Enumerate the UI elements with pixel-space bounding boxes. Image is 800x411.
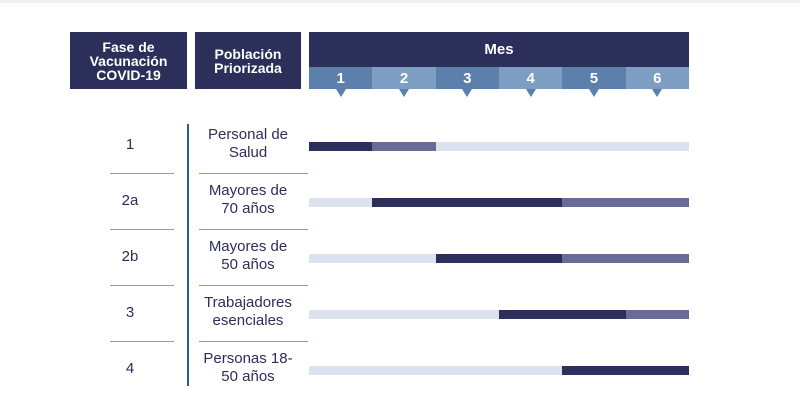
timeline-bar-continuing <box>562 198 689 207</box>
population-column-header: Población Priorizada <box>195 32 301 89</box>
top-strip <box>0 0 800 3</box>
row-separator <box>199 173 308 174</box>
row-separator <box>110 285 174 286</box>
month-pointer-icon <box>588 89 599 97</box>
month-tick-label: 4 <box>498 67 563 97</box>
month-tick-label: 3 <box>435 67 499 97</box>
timeline-track <box>309 254 689 263</box>
phase-column-header: Fase de Vacunación COVID-19 <box>70 32 187 89</box>
timeline-bar-active <box>309 142 373 151</box>
timeline-track <box>309 198 689 207</box>
population-label: Mayores de 50 años <box>208 238 288 273</box>
population-label: Personal de Salud <box>207 126 289 161</box>
phase-label: 2a <box>121 192 139 209</box>
population-label: Mayores de 70 años <box>208 182 288 217</box>
month-tick-text: 6 <box>653 69 662 87</box>
timeline-bar-active <box>499 310 626 319</box>
row-separator <box>110 173 174 174</box>
phase-label: 1 <box>125 136 135 153</box>
timeline-bar-active <box>562 366 689 375</box>
month-pointer-icon <box>652 89 663 97</box>
timeline-bar-continuing <box>372 142 436 151</box>
month-tick-text: 1 <box>336 69 345 87</box>
month-tick-text: 4 <box>526 69 535 87</box>
column-divider <box>187 124 189 386</box>
row-separator <box>199 341 308 342</box>
month-pointer-icon <box>462 89 473 97</box>
month-tick-text: 2 <box>399 69 409 87</box>
month-pointer-icon <box>398 89 409 97</box>
timeline-bar-active <box>372 198 563 207</box>
phase-label: 2b <box>121 248 139 265</box>
month-header: Mes <box>309 32 689 67</box>
timeline-track <box>309 142 689 151</box>
timeline-track <box>309 310 689 319</box>
timeline-track <box>309 366 689 375</box>
timeline-bar-continuing <box>625 310 689 319</box>
phase-label: 3 <box>125 304 135 321</box>
month-pointer-icon <box>335 89 346 97</box>
month-tick-label: 1 <box>309 67 373 97</box>
phase-label: 4 <box>125 360 135 377</box>
population-label: Trabajadores esenciales <box>204 294 292 329</box>
population-label: Personas 18- 50 años <box>203 350 293 385</box>
row-separator <box>199 285 308 286</box>
month-tick-text: 5 <box>589 69 599 87</box>
month-tick-label: 2 <box>372 67 436 97</box>
timeline-bar-active <box>435 254 563 263</box>
row-separator <box>199 229 308 230</box>
month-scale: 1 2 3 4 5 6 <box>309 67 689 97</box>
month-pointer-icon <box>525 89 536 97</box>
row-separator <box>110 341 174 342</box>
month-tick-label: 6 <box>625 67 689 97</box>
month-tick-text: 3 <box>463 69 472 87</box>
row-separator <box>110 229 174 230</box>
month-tick-label: 5 <box>562 67 626 97</box>
timeline-bar-continuing <box>562 254 689 263</box>
